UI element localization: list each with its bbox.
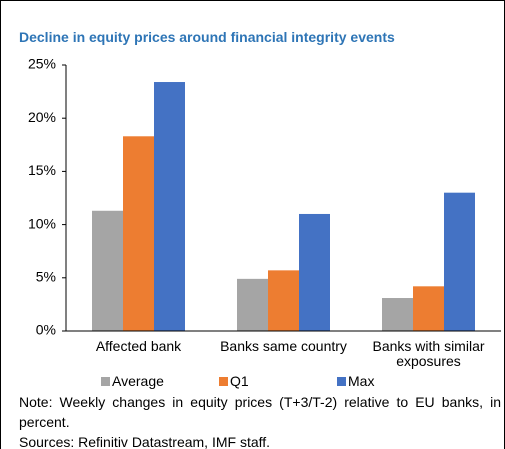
legend-item: Average: [101, 373, 164, 389]
x-tick-label: Affected bank: [95, 338, 182, 354]
note: Note: Weekly changes in equity prices (T…: [19, 394, 501, 430]
bar: [444, 192, 475, 331]
y-tick-label: 5%: [36, 269, 56, 285]
bar: [154, 82, 185, 331]
legend-label: Q1: [230, 373, 249, 389]
legend-swatch: [219, 376, 228, 386]
x-tick-label: Banks same country: [220, 338, 347, 354]
y-tick-label: 20%: [28, 109, 56, 125]
bar: [123, 136, 154, 331]
legend-item: Max: [337, 373, 374, 389]
bar: [237, 278, 268, 331]
legend-swatch: [101, 376, 110, 386]
sources: Sources: Refinitiv Datastream, IMF staff…: [19, 434, 271, 449]
bar: [299, 213, 330, 331]
y-tick-label: 0%: [36, 322, 56, 338]
legend-label: Max: [348, 373, 375, 389]
legend-label: Average: [112, 373, 164, 389]
bar: [92, 210, 123, 331]
y-tick-label: 10%: [28, 215, 56, 231]
bar: [382, 298, 413, 331]
legend-item: Q1: [219, 373, 249, 389]
bar: [268, 270, 299, 331]
y-tick-label: 25%: [28, 56, 56, 72]
legend-swatch: [337, 376, 346, 386]
y-tick-label: 15%: [28, 162, 56, 178]
chart-title: Decline in equity prices around financia…: [19, 29, 395, 45]
x-tick-label: Banks with similar exposures: [372, 338, 485, 369]
bar: [413, 286, 444, 331]
